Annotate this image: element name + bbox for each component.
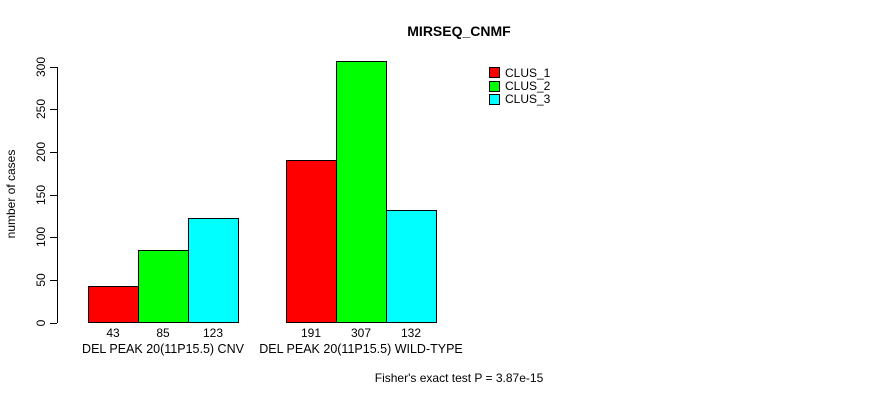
- y-tick-100: [50, 237, 57, 238]
- x-category-label-2: DEL PEAK 20(11P15.5) WILD-TYPE: [259, 342, 463, 356]
- legend-label-clus_2: CLUS_2: [505, 79, 551, 94]
- y-tick-200: [50, 152, 57, 153]
- bar-clus_2-group2: [336, 60, 387, 324]
- legend-swatch-clus_2: [489, 80, 500, 92]
- bar-value-label: 43: [106, 326, 120, 340]
- y-tick-label-200: 200: [34, 141, 48, 162]
- bar-clus_2-group1: [138, 249, 189, 324]
- y-tick-300: [50, 67, 57, 68]
- x-category-label-1: DEL PEAK 20(11P15.5) CNV: [82, 342, 244, 356]
- y-axis-label: number of cases: [4, 149, 18, 239]
- y-tick-250: [50, 109, 57, 110]
- legend-label-clus_1: CLUS_1: [505, 65, 551, 80]
- legend-item-clus_3: CLUS_3: [489, 92, 551, 107]
- bar-value-label: 85: [156, 326, 170, 340]
- bar-clus_3-group1: [188, 217, 239, 324]
- y-tick-label-50: 50: [34, 273, 48, 287]
- bar-clus_3-group2: [386, 209, 437, 324]
- bar-value-label: 307: [350, 326, 372, 340]
- bar-value-label: 191: [300, 326, 322, 340]
- y-tick-150: [50, 195, 57, 196]
- y-tick-label-300: 300: [34, 56, 48, 77]
- bar-value-label: 132: [400, 326, 422, 340]
- y-tick-label-100: 100: [34, 227, 48, 248]
- legend-swatch-clus_3: [489, 93, 500, 105]
- y-tick-label-150: 150: [34, 184, 48, 205]
- bar-clus_1-group2: [286, 159, 337, 324]
- footnote: Fisher's exact test P = 3.87e-15: [374, 371, 544, 385]
- y-tick-50: [50, 280, 57, 281]
- legend-item-clus_2: CLUS_2: [489, 79, 551, 94]
- legend-label-clus_3: CLUS_3: [505, 92, 551, 107]
- y-tick-label-0: 0: [34, 319, 48, 326]
- chart-title: MIRSEQ_CNMF: [407, 23, 511, 39]
- legend-item-clus_1: CLUS_1: [489, 65, 551, 80]
- bar-clus_1-group1: [88, 285, 139, 324]
- y-axis-line: [57, 66, 58, 324]
- legend-swatch-clus_1: [489, 67, 500, 79]
- legend: CLUS_1 CLUS_2 CLUS_3: [489, 66, 550, 106]
- y-tick-0: [50, 323, 57, 324]
- y-tick-label-250: 250: [34, 99, 48, 120]
- bar-value-label: 123: [202, 326, 224, 340]
